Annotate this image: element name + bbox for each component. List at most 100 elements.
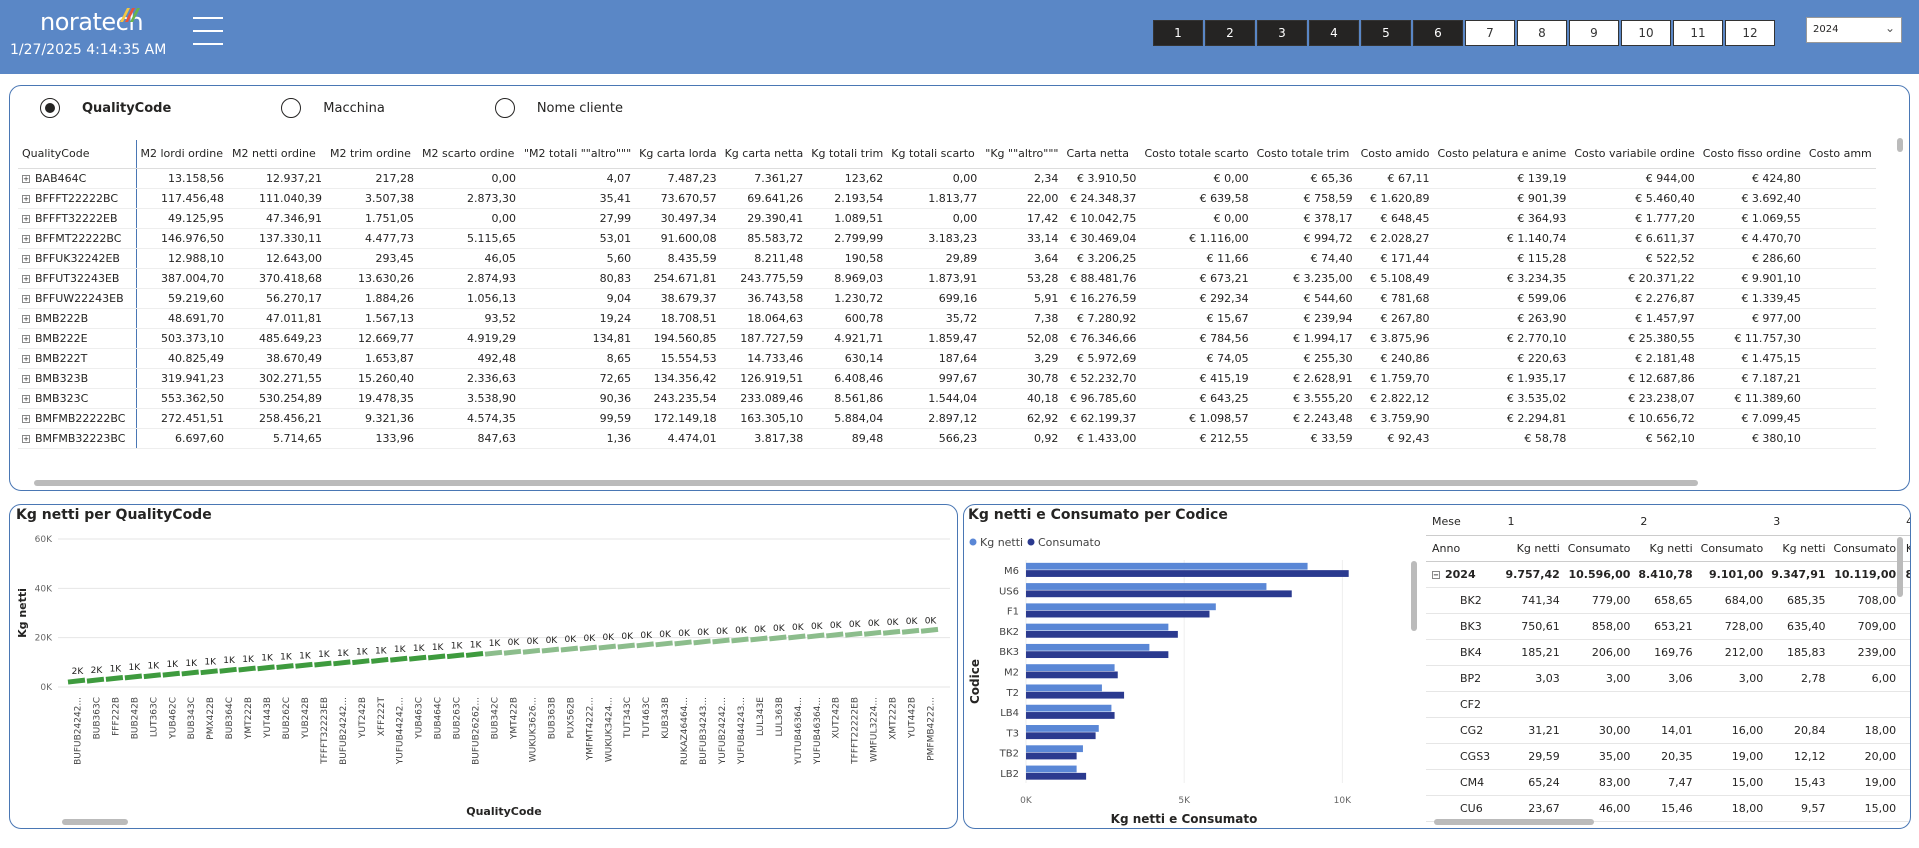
- column-header[interactable]: Costo fisso ordine: [1698, 140, 1805, 169]
- table-vertical-scrollbar[interactable]: [1897, 138, 1903, 152]
- bar-kg-netti[interactable]: [1026, 704, 1112, 712]
- page-button-10[interactable]: 10: [1621, 20, 1671, 46]
- bar-consumato[interactable]: [1026, 712, 1115, 719]
- table-row[interactable]: + BMB222E 503.373,10 485.649,23 12.669,77 4.9…: [18, 328, 1876, 349]
- matrix-row[interactable]: BK4 185,21 206,00 169,76 212,00 185,83 239,00: [1426, 639, 1910, 666]
- table-horizontal-scrollbar[interactable]: [34, 480, 1698, 486]
- column-header[interactable]: M2 scarto ordine: [418, 140, 520, 169]
- page-button-3[interactable]: 3: [1257, 20, 1307, 46]
- column-header[interactable]: Carta netta: [1062, 140, 1141, 169]
- bar-consumato[interactable]: [1026, 570, 1349, 577]
- table-row[interactable]: + BFFUW22243EB 59.219,60 56.270,17 1.884,26 1…: [18, 288, 1876, 309]
- page-button-12[interactable]: 12: [1725, 20, 1775, 46]
- table-row[interactable]: + BFFUK32242EB 12.988,10 12.643,00 293,45 46,…: [18, 248, 1876, 269]
- column-header[interactable]: M2 lordi ordine: [136, 140, 228, 169]
- page-button-6[interactable]: 6: [1413, 20, 1463, 46]
- matrix-row[interactable]: BP2 3,03 3,00 3,06 3,00 2,78 6,00: [1426, 665, 1910, 692]
- column-header[interactable]: M2 netti ordine: [228, 140, 326, 169]
- expand-plus-icon[interactable]: +: [22, 414, 30, 423]
- expand-plus-icon[interactable]: +: [22, 314, 30, 323]
- column-header[interactable]: Kg carta netta: [720, 140, 808, 169]
- bar-consumato[interactable]: [1026, 691, 1125, 699]
- radio-circle-icon[interactable]: [40, 98, 60, 118]
- expand-plus-icon[interactable]: +: [22, 434, 30, 443]
- bar-consumato[interactable]: [1026, 651, 1169, 659]
- column-header[interactable]: Kg carta lorda: [635, 140, 721, 169]
- page-button-8[interactable]: 8: [1517, 20, 1567, 46]
- bar-kg-netti[interactable]: [1026, 745, 1083, 753]
- bar-consumato[interactable]: [1026, 610, 1210, 618]
- column-header[interactable]: M2 trim ordine: [326, 140, 418, 169]
- year-select[interactable]: 2024 ⌄: [1806, 17, 1902, 43]
- matrix-row[interactable]: CGS3 29,59 35,00 20,35 19,00 12,12 20,00: [1426, 743, 1910, 770]
- column-header[interactable]: Costo amm: [1804, 140, 1876, 169]
- radio-nome-cliente[interactable]: Nome cliente: [494, 98, 623, 118]
- table-row[interactable]: + BFFFT32222EB 49.125,95 47.346,91 1.751,05 0…: [18, 208, 1876, 229]
- table-row[interactable]: + BAB464C 13.158,56 12.937,21 217,28 0,00 4,07…: [18, 168, 1876, 189]
- table-row[interactable]: + BMB323B 319.941,23 302.271,55 15.260,40 2.3…: [18, 368, 1876, 389]
- column-header[interactable]: "M2 totali ""altro""": [520, 140, 636, 169]
- matrix-horizontal-scrollbar[interactable]: [1434, 819, 1594, 825]
- bar-kg-netti[interactable]: [1026, 664, 1115, 671]
- bar-consumato[interactable]: [1026, 671, 1118, 679]
- matrix-row[interactable]: CG2 31,21 30,00 14,01 16,00 20,84 18,00: [1426, 717, 1910, 744]
- collapse-minus-icon[interactable]: −: [1432, 570, 1440, 579]
- bar-kg-netti[interactable]: [1026, 583, 1267, 590]
- bar-consumato[interactable]: [1026, 732, 1096, 740]
- bar-kg-netti[interactable]: [1026, 643, 1150, 651]
- menu-hamburger-icon[interactable]: [193, 17, 223, 45]
- bar-consumato[interactable]: [1026, 772, 1087, 780]
- bar-kg-netti[interactable]: [1026, 623, 1169, 631]
- page-button-9[interactable]: 9: [1569, 20, 1619, 46]
- column-header[interactable]: "Kg ""altro""": [981, 140, 1063, 169]
- matrix-vertical-scrollbar[interactable]: [1897, 537, 1903, 597]
- matrix-year-row[interactable]: −2024 9.757,42 10.596,00 8.410,78 9.101,00 9.…: [1426, 561, 1910, 588]
- bar-kg-netti[interactable]: [1026, 725, 1099, 732]
- radio-qualitycode[interactable]: QualityCode: [40, 98, 171, 118]
- column-header[interactable]: Costo variabile ordine: [1570, 140, 1699, 169]
- bar-consumato[interactable]: [1026, 630, 1178, 638]
- bar-consumato[interactable]: [1026, 590, 1292, 598]
- matrix-row[interactable]: BK3 750,61 858,00 653,21 728,00 635,40 709,00: [1426, 613, 1910, 640]
- column-header[interactable]: Costo totale trim: [1252, 140, 1357, 169]
- expand-plus-icon[interactable]: +: [22, 374, 30, 383]
- page-button-2[interactable]: 2: [1205, 20, 1255, 46]
- matrix-row[interactable]: CF2: [1426, 691, 1910, 718]
- expand-plus-icon[interactable]: +: [22, 294, 30, 303]
- page-button-5[interactable]: 5: [1361, 20, 1411, 46]
- table-row[interactable]: + BMB323C 553.362,50 530.254,89 19.478,35 3.5…: [18, 388, 1876, 409]
- column-header[interactable]: Kg totali scarto: [887, 140, 982, 169]
- expand-plus-icon[interactable]: +: [22, 174, 30, 183]
- column-header[interactable]: Costo totale scarto: [1140, 140, 1253, 169]
- bar-kg-netti[interactable]: [1026, 684, 1102, 692]
- column-header[interactable]: Costo amido: [1356, 140, 1434, 169]
- radio-circle-icon[interactable]: [281, 98, 302, 118]
- bar-kg-netti[interactable]: [1026, 562, 1308, 570]
- radio-circle-icon[interactable]: [494, 98, 515, 118]
- bar-kg-netti[interactable]: [1026, 765, 1077, 773]
- bar-kg-netti[interactable]: [1026, 603, 1216, 611]
- page-button-4[interactable]: 4: [1309, 20, 1359, 46]
- table-row[interactable]: + BMFMB22222BC 272.451,51 258.456,21 9.321,3…: [18, 408, 1876, 429]
- expand-plus-icon[interactable]: +: [22, 254, 30, 263]
- table-row[interactable]: + BFFUT32243EB 387.004,70 370.418,68 13.630,…: [18, 268, 1876, 289]
- page-button-1[interactable]: 1: [1153, 20, 1203, 46]
- table-row[interactable]: + BMFMB32223BC 6.697,60 5.714,65 133,96 847,6…: [18, 428, 1876, 449]
- expand-plus-icon[interactable]: +: [22, 194, 30, 203]
- radio-macchina[interactable]: Macchina: [281, 98, 385, 118]
- matrix-row[interactable]: CU6 23,67 46,00 15,46 18,00 9,57 15,00: [1426, 795, 1910, 822]
- table-row[interactable]: + BFFFT22222BC 117.456,48 111.040,39 3.507,3…: [18, 188, 1876, 209]
- column-header[interactable]: Costo pelatura e anime: [1433, 140, 1571, 169]
- matrix-row[interactable]: CM4 65,24 83,00 7,47 15,00 15,43 19,00: [1426, 769, 1910, 796]
- column-header[interactable]: QualityCode: [18, 140, 137, 169]
- matrix-row[interactable]: BK2 741,34 779,00 658,65 684,00 685,35 708,00: [1426, 587, 1910, 614]
- table-row[interactable]: + BMB222B 48.691,70 47.011,81 1.567,13 93,52 1…: [18, 308, 1876, 329]
- column-header[interactable]: Kg totali trim: [807, 140, 888, 169]
- table-row[interactable]: + BMB222T 40.825,49 38.670,49 1.653,87 492,48…: [18, 348, 1876, 369]
- page-button-7[interactable]: 7: [1465, 20, 1515, 46]
- bar-consumato[interactable]: [1026, 752, 1077, 760]
- expand-plus-icon[interactable]: +: [22, 354, 30, 363]
- page-button-11[interactable]: 11: [1673, 20, 1723, 46]
- expand-plus-icon[interactable]: +: [22, 274, 30, 283]
- expand-plus-icon[interactable]: +: [22, 214, 30, 223]
